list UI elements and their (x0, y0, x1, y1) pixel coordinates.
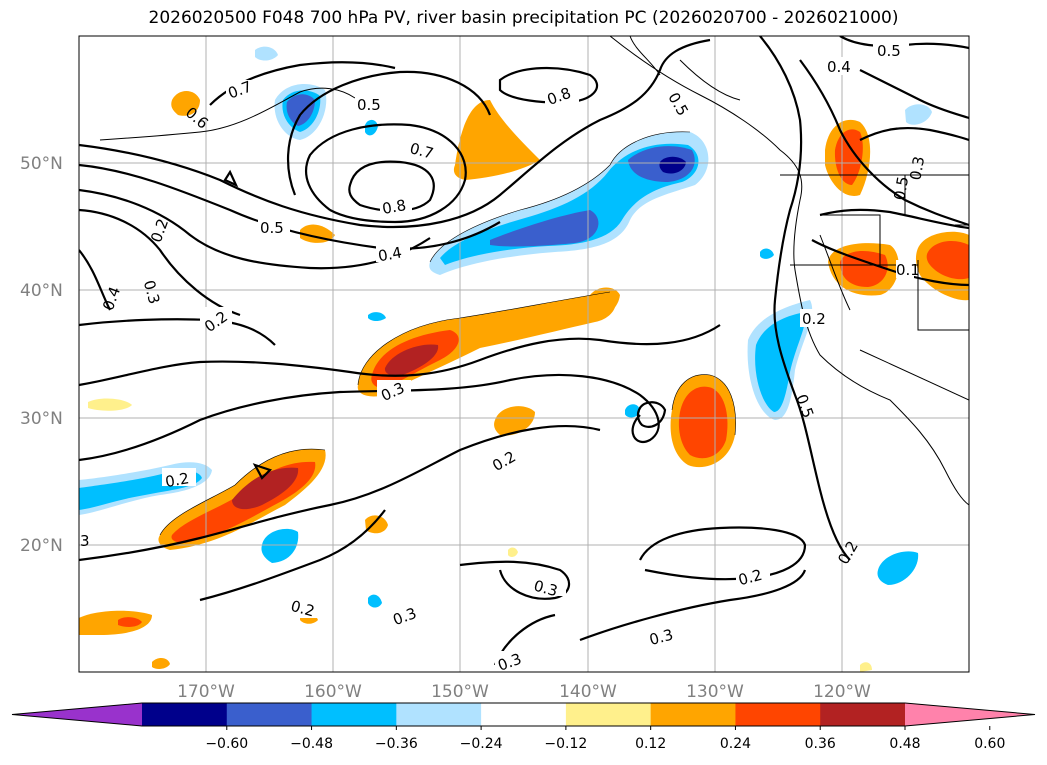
positive-anomaly-cell-core (926, 240, 969, 280)
colorbar-swatch (565, 703, 652, 726)
contour-label: 0.5 (877, 42, 901, 60)
contour-label: 0.8 (381, 196, 408, 218)
positive-anomaly-cell (171, 91, 200, 116)
colorbar-tick-label: 0.12 (635, 736, 666, 752)
negative-anomaly-cell (877, 551, 919, 585)
positive-anomaly-cell-core (840, 250, 888, 287)
contour-label: 0.7 (408, 139, 436, 163)
contour-label: 0.2 (802, 310, 826, 328)
negative-anomaly-band-core (490, 210, 599, 247)
negative-anomaly-cell (625, 404, 640, 418)
colorbar-swatch (396, 703, 482, 726)
colorbar-tick-label: 0.36 (805, 736, 836, 752)
contour-label: 0.2 (164, 469, 191, 491)
positive-anomaly-cell (494, 406, 535, 436)
contour-label: 0.4 (377, 243, 404, 265)
pv-contours (79, 36, 969, 666)
lat-label-40n: 40°N (20, 281, 63, 301)
colorbar-swatch (650, 703, 736, 726)
colorbar-tick-label: −0.60 (205, 736, 248, 752)
negative-anomaly-cell (368, 594, 382, 608)
lat-label-30n: 30°N (20, 409, 63, 429)
colorbar: −0.60 −0.48 −0.36 −0.24 −0.12 0.12 0.24 0.36 0.4… (11, 702, 1036, 752)
lon-label-120w: 120°W (813, 682, 871, 702)
contour-label: 0.1 (896, 261, 920, 279)
lon-label-140w: 140°W (559, 682, 617, 702)
negative-anomaly-cell (261, 528, 299, 563)
positive-anomaly-cell (365, 515, 388, 534)
colorbar-swatch (735, 703, 821, 726)
contour-label: 0.3 (140, 278, 164, 306)
positive-anomaly-cell (860, 662, 872, 672)
positive-anomaly-cell (88, 398, 132, 411)
positive-anomaly-max (384, 344, 439, 376)
colorbar-extend-low (12, 703, 142, 726)
colorbar-swatch (820, 703, 906, 726)
contour-label: 0.5 (357, 96, 381, 114)
contour-label: 0.3 (495, 650, 524, 675)
contour-label: 0.5 (260, 219, 284, 237)
lon-label-150w: 150°W (431, 682, 489, 702)
colorbar-tick-label: −0.36 (375, 736, 418, 752)
contour-label: 0.3 (647, 625, 675, 649)
colorbar-swatch (142, 703, 228, 726)
colorbar-swatch (311, 703, 397, 726)
colorbar-tick-label: 0.24 (720, 736, 751, 752)
positive-anomaly-cell (79, 610, 152, 635)
lon-label-170w: 170°W (177, 682, 235, 702)
lat-label-50n: 50°N (20, 154, 63, 174)
negative-anomaly-max (659, 156, 686, 174)
colorbar-tick-label: 0.48 (889, 736, 920, 752)
contour-label: 0.2 (736, 566, 764, 590)
colorbar-swatch (226, 703, 313, 726)
colorbar-extend-high (905, 703, 1035, 726)
contour-label: 0.3 (906, 155, 928, 182)
colorbar-outline (11, 702, 1036, 727)
longitude-axis-labels: 170°W 160°W 150°W 140°W 130°W 120°W (177, 682, 871, 702)
colorbar-tick-label: −0.48 (290, 736, 333, 752)
colorbar-tick-label: −0.24 (460, 736, 503, 752)
contour-label: 0.4 (827, 58, 851, 76)
contour-label: 0.2 (289, 597, 317, 621)
contour-label-group: 0.5 0.4 0.5 0.8 0.3 0.7 0.6 0.5 0.7 0.8 … (80, 40, 928, 675)
positive-anomaly-cell-core (678, 386, 728, 459)
contour-label: 0.3 (532, 577, 560, 601)
map-title: 2026020500 F048 700 hPa PV, river basin … (148, 8, 899, 28)
negative-anomaly-cell-core (286, 94, 315, 126)
positive-anomaly-cell-core (118, 617, 142, 627)
lat-label-20n: 20°N (20, 536, 63, 556)
negative-anomaly-cell (255, 46, 278, 61)
colorbar-tick-label: 0.60 (974, 736, 1005, 752)
contour-label: 3 (80, 532, 90, 550)
negative-anomaly-cell (760, 248, 774, 259)
shading-edges (159, 131, 736, 536)
colorbar-tick-label: −0.12 (544, 736, 587, 752)
plot-area (79, 36, 969, 672)
negative-anomaly-cell (365, 119, 378, 136)
latitude-axis-labels: 50°N 40°N 30°N 20°N (20, 154, 63, 556)
colorbar-swatch (481, 703, 567, 726)
lon-label-160w: 160°W (304, 682, 362, 702)
negative-anomaly-cell (905, 104, 932, 125)
negative-anomaly-cell-core (755, 312, 806, 412)
negative-anomaly-cell (368, 312, 386, 321)
positive-anomaly-cell (453, 100, 540, 180)
contour-label: 0.5 (890, 175, 912, 202)
positive-anomaly-cell (508, 547, 518, 557)
positive-anomaly-max (232, 467, 299, 510)
graticule (79, 36, 969, 672)
positive-anomaly-cell (152, 658, 170, 669)
lon-label-130w: 130°W (686, 682, 744, 702)
positive-anomaly-band (357, 292, 616, 397)
plot-frame (78, 35, 970, 673)
